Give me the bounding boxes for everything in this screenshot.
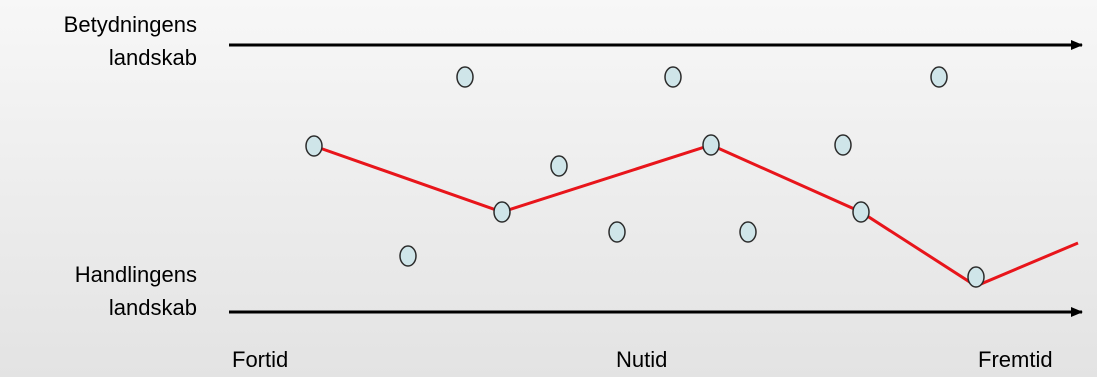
bottom-axis-label-line-1: Handlingens <box>74 262 197 287</box>
event-node <box>967 266 985 288</box>
event-node <box>834 134 852 156</box>
event-node <box>930 66 948 88</box>
bottom-axis-label: Handlingens landskab <box>0 258 197 324</box>
time-label-future: Fremtid <box>978 347 1053 372</box>
event-nodes <box>305 66 985 288</box>
event-node <box>739 221 757 243</box>
event-node <box>664 66 682 88</box>
top-axis-label-line-2: landskab <box>108 45 197 70</box>
event-node <box>305 135 323 157</box>
event-node <box>493 201 511 223</box>
event-node <box>456 66 474 88</box>
top-axis-label: Betydningens landskab <box>0 8 197 74</box>
trajectory-line <box>313 143 1079 288</box>
event-node <box>608 221 626 243</box>
time-label-present: Nutid <box>616 347 668 372</box>
bottom-axis-label-line-2: landskab <box>108 295 197 320</box>
time-label-past: Fortid <box>232 347 289 372</box>
top-axis-label-line-1: Betydningens <box>63 12 197 37</box>
event-node <box>550 155 568 177</box>
event-node <box>852 201 870 223</box>
event-node <box>399 245 417 267</box>
event-node <box>702 134 720 156</box>
